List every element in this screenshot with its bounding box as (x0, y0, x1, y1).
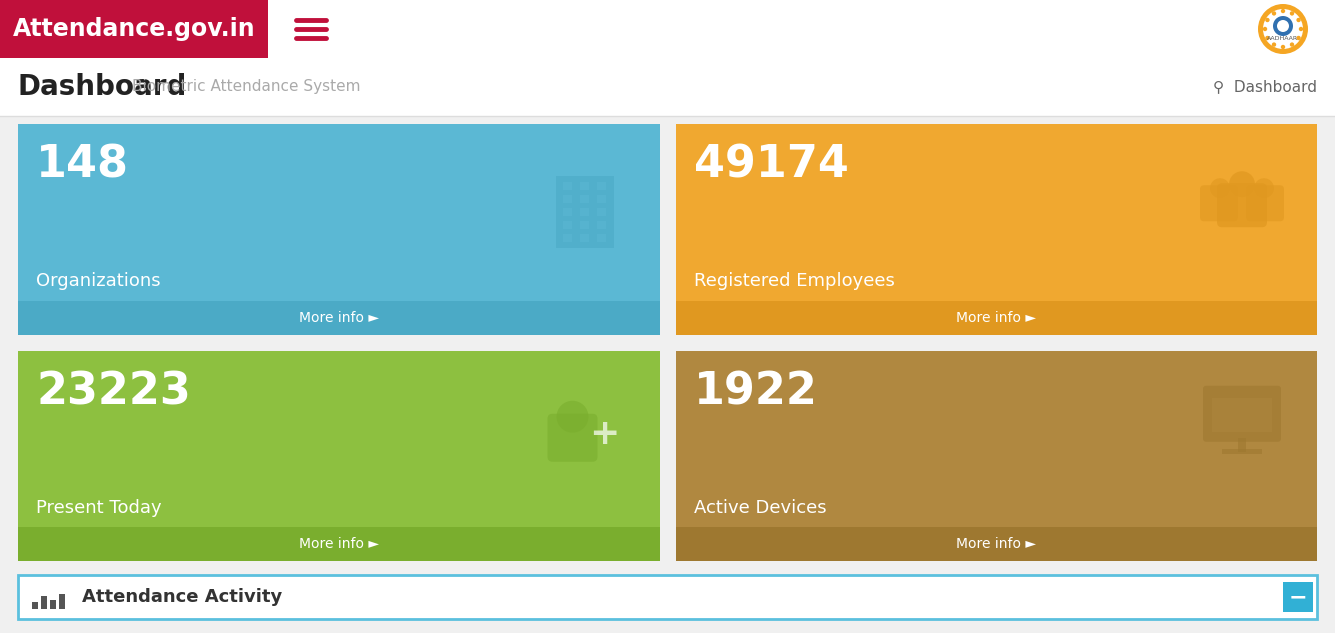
Bar (562, 195, 571, 203)
Bar (676, 124, 1318, 334)
Bar (597, 182, 606, 191)
Circle shape (1272, 42, 1276, 47)
Text: Attendance.gov.in: Attendance.gov.in (13, 17, 255, 41)
Bar (17, 575, 1318, 619)
Bar (676, 301, 1318, 334)
FancyBboxPatch shape (1200, 185, 1238, 222)
Bar (0, 0, 1335, 58)
Bar (676, 527, 1318, 561)
Bar (17, 124, 659, 334)
Text: +: + (589, 417, 619, 451)
FancyBboxPatch shape (547, 414, 598, 461)
Bar (676, 351, 1318, 561)
Bar (579, 234, 589, 242)
Bar (597, 208, 606, 216)
Circle shape (1278, 20, 1290, 32)
Bar (17, 527, 659, 561)
Text: AADHAAR: AADHAAR (1267, 37, 1299, 42)
Bar (562, 234, 571, 242)
Circle shape (1280, 45, 1286, 49)
FancyBboxPatch shape (1218, 183, 1267, 227)
Text: More info ►: More info ► (299, 311, 379, 325)
Bar (41, 596, 47, 609)
Bar (1283, 582, 1314, 612)
Bar (555, 176, 614, 248)
Bar (579, 182, 589, 191)
Bar (59, 594, 65, 609)
Bar (562, 208, 571, 216)
Bar (0, 0, 268, 58)
Circle shape (1290, 11, 1294, 16)
Text: More info ►: More info ► (956, 537, 1036, 551)
Circle shape (1266, 36, 1270, 41)
Text: 23223: 23223 (36, 370, 191, 413)
Bar (1212, 398, 1272, 432)
Text: More info ►: More info ► (299, 537, 379, 551)
Circle shape (1230, 172, 1255, 197)
Text: Biometric Attendance System: Biometric Attendance System (132, 80, 360, 94)
Bar (597, 222, 606, 229)
FancyBboxPatch shape (1203, 385, 1282, 442)
Circle shape (1299, 27, 1303, 31)
Bar (562, 182, 571, 191)
Circle shape (1296, 36, 1300, 41)
Circle shape (1272, 11, 1276, 16)
Text: Registered Employees: Registered Employees (693, 272, 894, 291)
Bar (579, 195, 589, 203)
Bar (579, 222, 589, 229)
Bar (1238, 438, 1246, 452)
Circle shape (1254, 179, 1274, 198)
Bar (0, 58, 1335, 116)
Text: Organizations: Organizations (36, 272, 160, 291)
Circle shape (1290, 42, 1294, 47)
Bar (597, 195, 606, 203)
Text: 49174: 49174 (693, 144, 848, 187)
Text: 148: 148 (36, 144, 129, 187)
Bar (562, 222, 571, 229)
Bar (17, 351, 659, 561)
Bar (49, 600, 56, 609)
Text: ⚲  Dashboard: ⚲ Dashboard (1214, 80, 1318, 94)
Circle shape (1266, 18, 1270, 22)
Text: 1922: 1922 (693, 370, 817, 413)
Bar (17, 301, 659, 334)
Text: −: − (1288, 587, 1307, 607)
Circle shape (1274, 16, 1294, 36)
Circle shape (1296, 18, 1300, 22)
Circle shape (1258, 4, 1308, 54)
Text: Dashboard: Dashboard (17, 73, 187, 101)
Text: More info ►: More info ► (956, 311, 1036, 325)
Bar (597, 234, 606, 242)
Circle shape (1263, 27, 1267, 31)
Bar (1222, 449, 1262, 454)
Circle shape (1280, 9, 1286, 13)
Bar (32, 602, 37, 609)
Circle shape (1210, 179, 1230, 198)
Text: Present Today: Present Today (36, 499, 162, 517)
Text: Active Devices: Active Devices (693, 499, 826, 517)
FancyBboxPatch shape (1246, 185, 1284, 222)
Bar (579, 208, 589, 216)
Circle shape (557, 401, 589, 433)
Text: Attendance Activity: Attendance Activity (81, 588, 282, 606)
Circle shape (1263, 9, 1303, 49)
